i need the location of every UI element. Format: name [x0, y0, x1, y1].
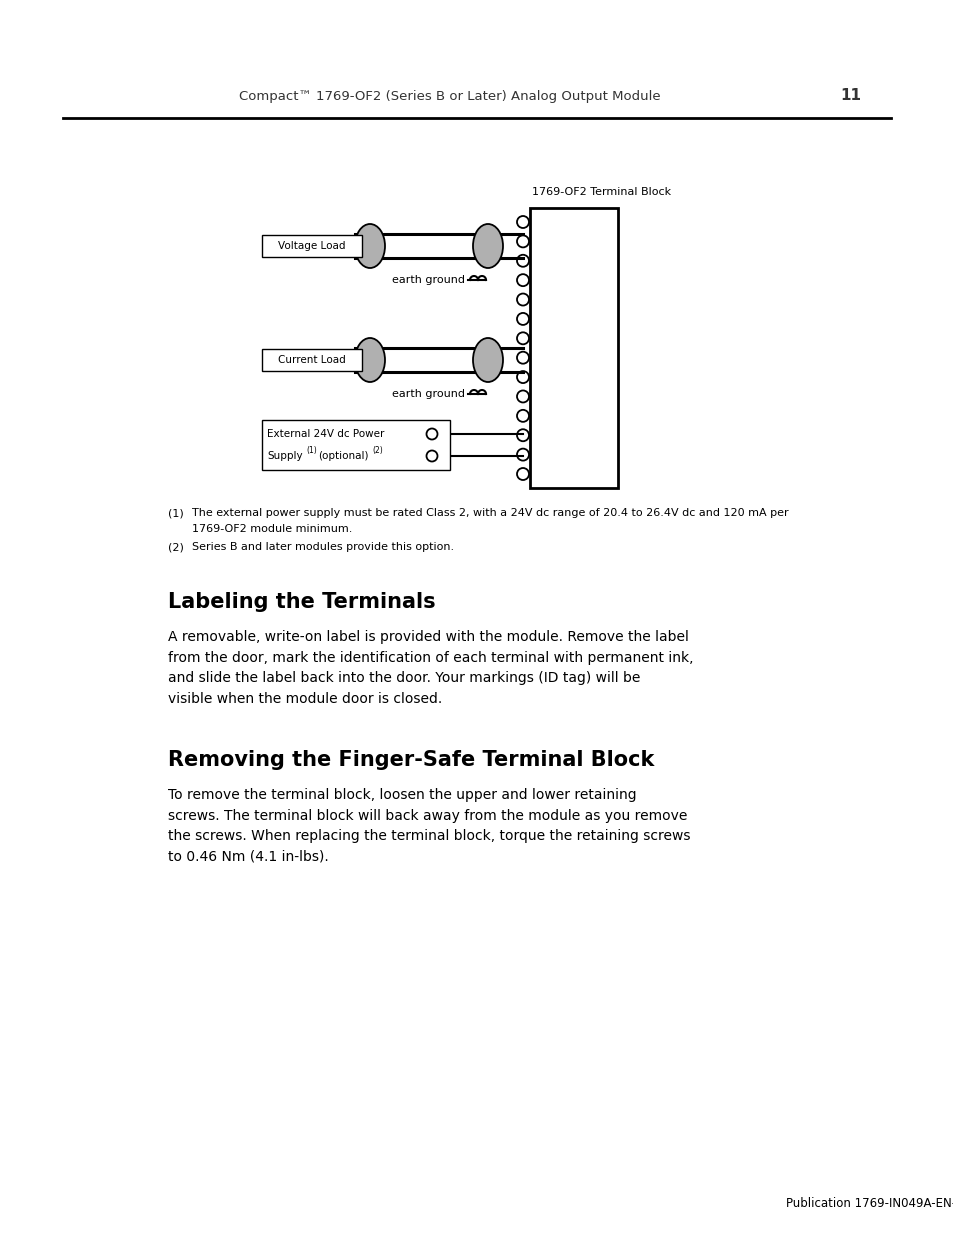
Text: earth ground: earth ground [392, 275, 464, 285]
Text: Supply: Supply [267, 451, 302, 461]
Text: Removing the Finger-Safe Terminal Block: Removing the Finger-Safe Terminal Block [168, 750, 654, 769]
Bar [530, 207, 618, 488]
Text: (1): (1) [306, 447, 316, 456]
Ellipse shape [473, 338, 502, 382]
Text: 1769-OF2 module minimum.: 1769-OF2 module minimum. [192, 524, 352, 534]
Ellipse shape [355, 338, 385, 382]
Text: External 24V dc Power: External 24V dc Power [267, 429, 384, 438]
Text: Voltage Load: Voltage Load [278, 241, 345, 251]
Text: earth ground: earth ground [392, 389, 464, 399]
Bar [262, 235, 361, 257]
Text: (2): (2) [372, 447, 382, 456]
Text: Series B and later modules provide this option.: Series B and later modules provide this … [192, 542, 454, 552]
Ellipse shape [355, 224, 385, 268]
Text: (2): (2) [168, 542, 184, 552]
Bar [262, 420, 450, 471]
Bar [262, 350, 361, 370]
Text: Publication 1769-IN049A-EN-P: Publication 1769-IN049A-EN-P [785, 1197, 953, 1210]
Text: A removable, write-on label is provided with the module. Remove the label
from t: A removable, write-on label is provided … [168, 630, 693, 705]
Text: 1769-OF2 Terminal Block: 1769-OF2 Terminal Block [532, 186, 670, 198]
Text: Compact™ 1769-OF2 (Series B or Later) Analog Output Module: Compact™ 1769-OF2 (Series B or Later) An… [239, 90, 660, 103]
Text: Current Load: Current Load [278, 354, 346, 366]
Text: To remove the terminal block, loosen the upper and lower retaining
screws. The t: To remove the terminal block, loosen the… [168, 788, 690, 863]
Text: (1): (1) [168, 508, 184, 517]
Text: Labeling the Terminals: Labeling the Terminals [168, 592, 436, 613]
Text: 11: 11 [840, 88, 861, 103]
Text: The external power supply must be rated Class 2, with a 24V dc range of 20.4 to : The external power supply must be rated … [192, 508, 788, 517]
Text: (optional): (optional) [317, 451, 368, 461]
Ellipse shape [473, 224, 502, 268]
